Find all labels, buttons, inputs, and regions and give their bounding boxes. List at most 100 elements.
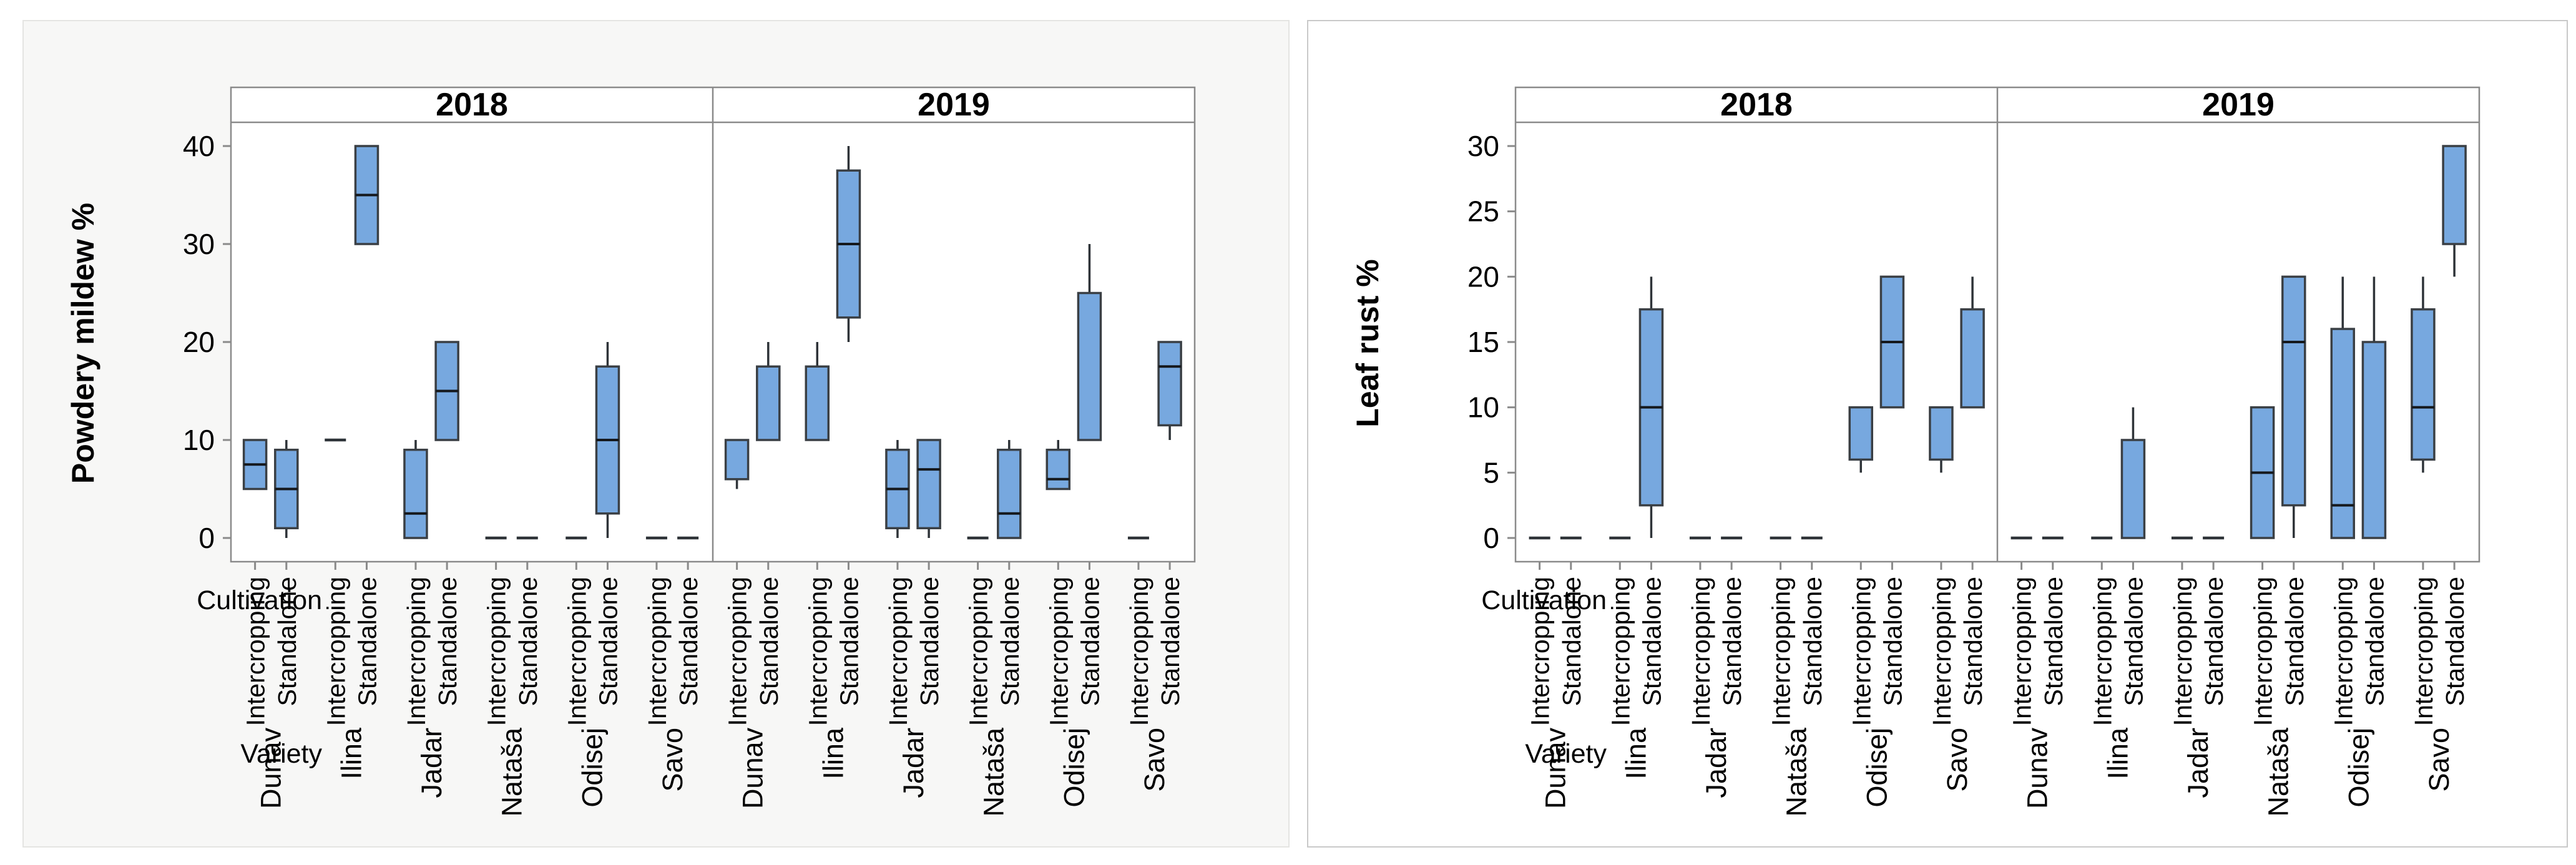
cultivation-tick-label: Intercropping — [964, 577, 993, 726]
cultivation-tick-label: Intercropping — [1606, 577, 1635, 726]
cultivation-tick-label: Intercropping — [1044, 577, 1073, 726]
box — [1848, 406, 1874, 461]
cultivation-tick-label: Intercropping — [2088, 577, 2117, 726]
cultivation-tick-label: Standalone — [1156, 577, 1185, 706]
y-axis-tick-label: 25 — [1467, 195, 1499, 228]
y-axis-tick-label: 30 — [1467, 130, 1499, 162]
variety-tick-label: Savo — [657, 728, 688, 792]
box — [1960, 308, 1985, 409]
cultivation-tick-label: Standalone — [1557, 577, 1586, 706]
cultivation-tick-label: Standalone — [594, 577, 622, 706]
cultivation-tick-label: Intercropping — [803, 577, 832, 726]
cultivation-tick-label: Standalone — [835, 577, 863, 706]
box — [2330, 328, 2356, 539]
cultivation-tick-label: Intercropping — [242, 577, 270, 726]
box — [997, 448, 1022, 539]
box — [916, 439, 941, 530]
cultivation-tick-label: Intercropping — [1125, 577, 1153, 726]
cultivation-tick-label: Standalone — [433, 577, 462, 706]
cultivation-tick-label: Standalone — [996, 577, 1024, 706]
cultivation-tick-label: Intercropping — [2168, 577, 2197, 726]
cultivation-tick-label: Standalone — [2119, 577, 2148, 706]
variety-tick-label: Nataša — [978, 727, 1010, 817]
box — [805, 365, 830, 441]
box — [2361, 341, 2387, 539]
variety-tick-label: Dunav — [2022, 728, 2054, 809]
cultivation-tick-label: Intercropping — [2008, 577, 2037, 726]
variety-tick-label: Nataša — [496, 727, 528, 817]
box — [2411, 308, 2436, 461]
cultivation-tick-label: Intercropping — [1526, 577, 1555, 726]
cultivation-tick-label: Standalone — [915, 577, 944, 706]
variety-row-label: Variety — [240, 739, 322, 769]
variety-tick-label: Odisej — [1861, 728, 1893, 808]
box — [2120, 439, 2146, 539]
cultivation-tick-label: Standalone — [1718, 577, 1746, 706]
box — [724, 439, 750, 481]
variety-tick-label: Jadar — [2182, 728, 2214, 798]
variety-tick-label: Savo — [2423, 728, 2455, 792]
variety-tick-label: Dunav — [255, 728, 287, 809]
variety-tick-label: Nataša — [2263, 727, 2294, 817]
cultivation-tick-label: Standalone — [2441, 577, 2469, 706]
y-axis-tick-label: 20 — [183, 326, 215, 358]
cultivation-tick-label: Standalone — [353, 577, 381, 706]
variety-tick-label: Ilina — [2102, 727, 2133, 779]
cultivation-tick-label: Standalone — [1798, 577, 1827, 706]
cultivation-tick-label: Intercropping — [1927, 577, 1956, 726]
box — [1929, 406, 1954, 461]
box — [1077, 291, 1102, 441]
cultivation-tick-label: Standalone — [2360, 577, 2389, 706]
cultivation-tick-label: Standalone — [1637, 577, 1666, 706]
cultivation-tick-label: Standalone — [1075, 577, 1104, 706]
panel-year-label: 2018 — [436, 87, 508, 123]
box — [2281, 275, 2306, 507]
variety-tick-label: Ilina — [817, 727, 849, 779]
box — [403, 448, 428, 539]
y-axis-tick-label: 30 — [183, 228, 215, 260]
cultivation-tick-label: Standalone — [2039, 577, 2068, 706]
variety-tick-label: Ilina — [1620, 727, 1652, 779]
cultivation-tick-label: Standalone — [514, 577, 542, 706]
y-axis-tick-label: 40 — [183, 130, 215, 162]
variety-row-label: Variety — [1525, 739, 1607, 769]
variety-tick-label: Savo — [1139, 728, 1170, 792]
cultivation-tick-label: Intercropping — [884, 577, 913, 726]
cultivation-tick-label: Intercropping — [1687, 577, 1715, 726]
y-axis-tick-label: 5 — [1483, 456, 1499, 489]
box — [1157, 341, 1182, 427]
panel-year-label: 2018 — [1720, 87, 1793, 123]
box — [1046, 448, 1071, 491]
variety-tick-label: Nataša — [1781, 727, 1813, 817]
cultivation-tick-label: Intercropping — [482, 577, 511, 726]
cultivation-tick-label: Intercropping — [2329, 577, 2358, 726]
y-axis-tick-label: 10 — [183, 424, 215, 456]
y-axis-tick-label: 10 — [1467, 391, 1499, 424]
variety-tick-label: Odisej — [1058, 728, 1090, 808]
cultivation-tick-label: Standalone — [2200, 577, 2228, 706]
cultivation-tick-label: Intercropping — [643, 577, 672, 726]
panel-year-label: 2019 — [2202, 87, 2275, 123]
variety-tick-label: Savo — [1941, 728, 1973, 792]
cultivation-tick-label: Intercropping — [321, 577, 350, 726]
cultivation-tick-label: Intercropping — [723, 577, 752, 726]
box — [756, 365, 781, 441]
panel-year-label: 2019 — [918, 87, 990, 123]
powdery-mildew-chart-card: Powdery mildew % 2018 2019 0 10 20 30 40 Interc… — [22, 20, 1290, 848]
cultivation-tick-label: Standalone — [755, 577, 783, 706]
cultivation-tick-label: Intercropping — [2409, 577, 2438, 726]
cultivation-tick-label: Intercropping — [1767, 577, 1796, 726]
leaf-rust-chart-card: Leaf rust % 2018 2019 0 5 10 15 20 25 30 Intercro… — [1307, 20, 2568, 848]
cultivation-row-label: Cultivation — [1481, 585, 1607, 615]
variety-tick-label: Jadar — [1700, 728, 1732, 798]
cultivation-row-label: Cultivation — [197, 585, 322, 615]
cultivation-tick-label: Standalone — [273, 577, 301, 706]
cultivation-tick-label: Intercropping — [402, 577, 431, 726]
variety-tick-label: Ilina — [335, 727, 367, 779]
cultivation-tick-label: Standalone — [1959, 577, 1987, 706]
cultivation-tick-label: Standalone — [674, 577, 703, 706]
variety-tick-label: Odisej — [2343, 728, 2374, 808]
